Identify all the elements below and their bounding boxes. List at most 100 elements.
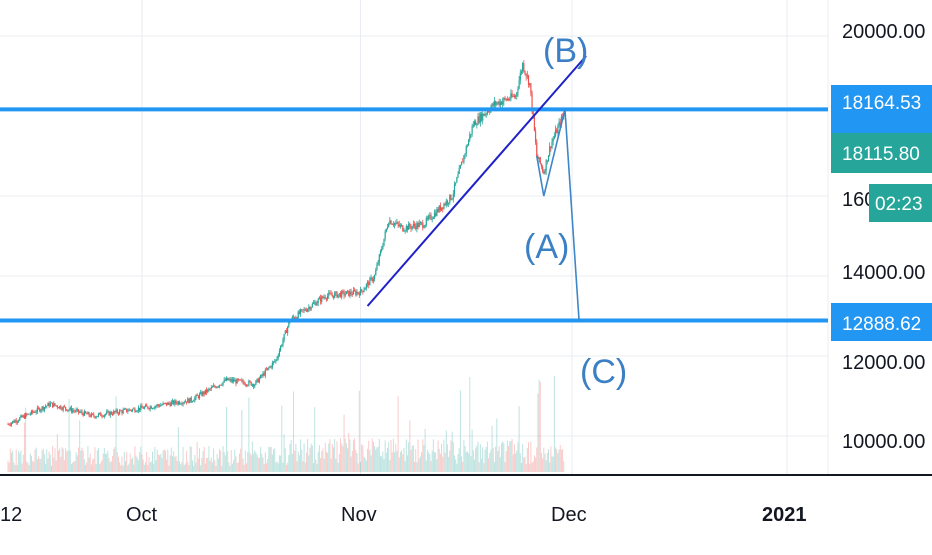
volume-bar: [267, 459, 269, 472]
volume-bar: [391, 452, 393, 472]
price-tag-level-current-box[interactable]: [831, 119, 932, 133]
volume-bar: [94, 447, 96, 472]
candle-body: [194, 397, 196, 401]
candle-body: [245, 384, 248, 386]
price-tag-level-low[interactable]: 12888.62: [831, 303, 932, 341]
volume-bar: [81, 447, 83, 472]
candle-body: [29, 413, 31, 415]
volume-bar: [105, 453, 107, 472]
candle-body: [101, 416, 103, 417]
candle-body: [103, 414, 105, 417]
volume-bar: [464, 446, 466, 472]
candle-body: [388, 223, 390, 228]
volume-bar: [210, 457, 212, 472]
candle-body: [379, 250, 382, 255]
volume-bar: [469, 377, 471, 472]
candle-body: [507, 98, 510, 100]
volume-bar: [280, 455, 282, 472]
candle-body: [140, 405, 142, 411]
volume-bar: [189, 446, 191, 472]
volume-bar: [117, 456, 119, 472]
volume-bar: [302, 461, 304, 472]
volume-bar: [519, 453, 521, 472]
candle-body: [423, 227, 425, 229]
candle-body: [269, 366, 271, 368]
candle-body: [410, 226, 412, 229]
volume-bar: [132, 457, 134, 472]
candle-body: [244, 384, 246, 386]
volume-bar: [468, 453, 470, 472]
x-tick-label: 2021: [762, 504, 807, 526]
volume-bar: [73, 461, 75, 472]
candle-body: [238, 379, 241, 381]
candle-body: [34, 412, 36, 413]
candle-body: [328, 292, 330, 296]
candle-body: [444, 204, 446, 205]
volume-bar: [251, 441, 253, 472]
volume-bar: [377, 446, 379, 472]
candle-body: [82, 413, 84, 416]
candle-body: [150, 406, 152, 409]
candle-body: [27, 413, 29, 415]
volume-bar: [477, 441, 479, 472]
volume-bar: [262, 457, 264, 472]
candle-body: [465, 146, 467, 154]
candle-body: [106, 411, 108, 414]
volume-bar: [476, 445, 478, 472]
volume-bar: [444, 452, 446, 472]
candle-body: [189, 397, 191, 403]
candle-body: [518, 80, 520, 89]
price-tag-last-price[interactable]: 18115.80: [831, 133, 932, 173]
candle-body: [520, 71, 523, 73]
candle-body: [60, 406, 62, 410]
candle-body: [21, 415, 23, 418]
candle-body: [136, 410, 138, 412]
candle-body: [296, 317, 298, 319]
volume-bar: [106, 453, 108, 472]
volume-bar: [250, 455, 252, 472]
candle-body: [482, 113, 484, 121]
candle-body: [127, 411, 129, 412]
candle-body: [81, 411, 83, 414]
price-tag-level-high[interactable]: 18164.53: [831, 85, 932, 119]
candle-body: [287, 326, 289, 333]
volume-bar: [78, 447, 79, 472]
candle-body: [63, 406, 65, 408]
wave-path[interactable]: [535, 109, 580, 321]
volume-bar: [429, 454, 431, 472]
volume-bar: [459, 390, 461, 472]
candle-body: [36, 407, 38, 412]
candle-body: [416, 223, 418, 230]
candle-body: [68, 409, 70, 411]
volume-bar: [20, 450, 22, 472]
volume-bar: [166, 459, 168, 472]
candle-body: [70, 407, 73, 412]
trend-line[interactable]: [366, 55, 587, 307]
volume-bar: [308, 455, 310, 472]
candle-body: [470, 134, 472, 135]
candle-body: [553, 135, 555, 139]
volume-bar: [404, 461, 406, 472]
candle-body: [193, 400, 195, 402]
candle-body: [322, 296, 324, 298]
candle-body: [417, 223, 419, 227]
volume-bar: [209, 460, 211, 472]
candle-body: [39, 408, 41, 412]
volume-bar: [150, 461, 152, 472]
volume-bar: [194, 455, 196, 472]
candle-body: [534, 130, 537, 143]
y-tick-label: 12000.00: [842, 352, 925, 374]
candle-body: [23, 415, 26, 419]
candle-body: [209, 388, 211, 390]
candle-body: [383, 238, 385, 246]
volume-bar: [33, 461, 35, 472]
volume-bar: [221, 465, 223, 472]
volume-bar: [329, 439, 331, 472]
candle-body: [483, 113, 485, 116]
y-tick-label-partial: 160: [842, 189, 875, 211]
candle-body: [317, 299, 319, 304]
volume-bar: [300, 439, 302, 472]
candle-body: [242, 380, 244, 383]
volume-bar: [220, 450, 222, 472]
candle-body: [397, 222, 399, 225]
